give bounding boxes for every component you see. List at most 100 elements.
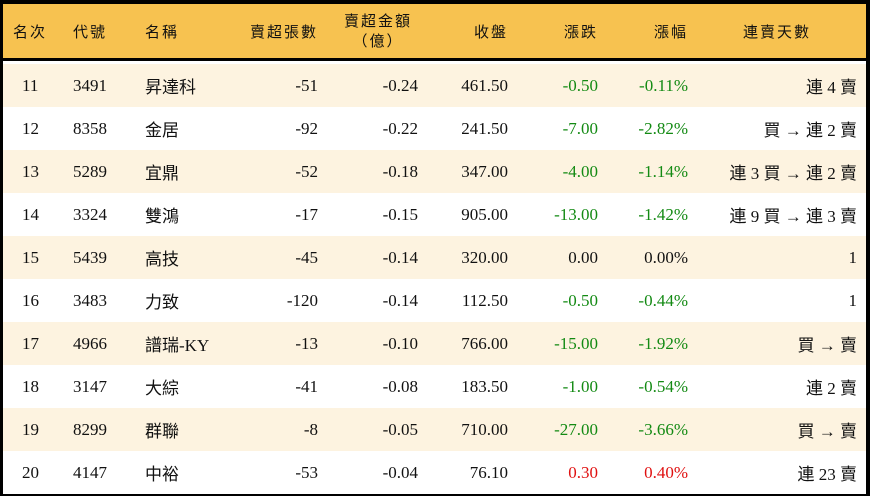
cell-pct: -0.11% <box>639 75 688 95</box>
cell-shares: -52 <box>295 161 318 181</box>
cell-name: 高技 <box>145 250 179 269</box>
cell-change: -0.50 <box>562 75 598 95</box>
cell-change: -0.50 <box>562 290 598 310</box>
cell-rank: 11 <box>22 75 39 95</box>
cell-rank: 14 <box>22 204 39 224</box>
cell-close: 183.50 <box>461 376 508 396</box>
cell-change: -15.00 <box>554 333 598 353</box>
header-pct[interactable]: 漲幅 <box>653 22 688 41</box>
cell-amount: -0.10 <box>382 333 418 353</box>
table-row[interactable]: 16 3483 力致 -120 -0.14 112.50 -0.50 -0.44% 1 <box>3 279 866 322</box>
table-row[interactable]: 19 8299 群聯 -8 -0.05 710.00 -27.00 -3.66% 買 → 賣 <box>3 408 866 451</box>
cell-streak: 連 4 賣 <box>806 78 857 97</box>
header-rank[interactable]: 名次 <box>13 22 48 41</box>
table-row[interactable]: 11 3491 昇達科 -51 -0.24 461.50 -0.50 -0.11% 連 4 賣 <box>3 64 866 107</box>
cell-streak: 連 2 賣 <box>806 379 857 398</box>
cell-amount: -0.22 <box>382 118 418 138</box>
table-row[interactable]: 12 8358 金居 -92 -0.22 241.50 -7.00 -2.82% 買 → 連 2… <box>3 107 866 150</box>
cell-amount: -0.18 <box>382 161 418 181</box>
cell-streak: 買 → 賣 <box>797 422 858 441</box>
cell-rank: 12 <box>22 118 39 138</box>
cell-pct: -2.82% <box>638 118 688 138</box>
table-header: 名次 代號 名稱 賣超張數 賣超金額 （億） 收盤 漲跌 漲幅 連賣天數 <box>3 4 866 61</box>
cell-pct: -1.14% <box>638 161 688 181</box>
cell-name: 雙鴻 <box>145 207 179 226</box>
cell-name: 昇達科 <box>145 78 196 97</box>
cell-close: 905.00 <box>461 204 508 224</box>
cell-rank: 20 <box>22 462 39 482</box>
cell-close: 241.50 <box>461 118 508 138</box>
cell-code: 3324 <box>73 204 107 224</box>
cell-amount: -0.24 <box>382 75 418 95</box>
cell-pct: -0.44% <box>638 290 688 310</box>
cell-shares: -120 <box>286 290 318 310</box>
cell-shares: -17 <box>295 204 318 224</box>
cell-name: 力致 <box>145 293 179 312</box>
cell-streak: 買 → 連 2 賣 <box>763 121 858 140</box>
cell-change: -27.00 <box>554 419 598 439</box>
cell-code: 3147 <box>73 376 107 396</box>
header-close[interactable]: 收盤 <box>473 22 508 41</box>
cell-streak: 1 <box>848 290 858 310</box>
cell-change: -4.00 <box>562 161 598 181</box>
cell-code: 8358 <box>73 118 107 138</box>
table-row[interactable]: 15 5439 高技 -45 -0.14 320.00 0.00 0.00% 1 <box>3 236 866 279</box>
cell-close: 347.00 <box>461 161 508 181</box>
cell-close: 766.00 <box>461 333 508 353</box>
cell-amount: -0.05 <box>382 419 418 439</box>
cell-code: 4966 <box>73 333 107 353</box>
cell-amount: -0.04 <box>382 462 418 482</box>
table-row[interactable]: 14 3324 雙鴻 -17 -0.15 905.00 -13.00 -1.42% 連 9 買 … <box>3 193 866 236</box>
cell-name: 譜瑞-KY <box>145 336 210 355</box>
cell-close: 112.50 <box>461 290 508 310</box>
cell-streak: 連 23 賣 <box>797 465 858 484</box>
cell-amount: -0.15 <box>382 204 418 224</box>
header-sell-shares[interactable]: 賣超張數 <box>249 22 318 41</box>
cell-close: 76.10 <box>469 462 508 482</box>
cell-code: 8299 <box>73 419 107 439</box>
cell-shares: -8 <box>303 419 318 439</box>
cell-streak: 1 <box>848 247 858 267</box>
header-change[interactable]: 漲跌 <box>563 22 598 41</box>
header-sell-amount-label: 賣超金額 <box>343 12 412 30</box>
cell-close: 320.00 <box>461 247 508 267</box>
cell-pct: 0.00% <box>644 247 688 267</box>
header-sell-amount-unit: （億） <box>352 32 404 50</box>
cell-shares: -45 <box>295 247 318 267</box>
header-sell-amount[interactable]: 賣超金額 （億） <box>335 4 421 58</box>
header-streak[interactable]: 連賣天數 <box>743 22 812 41</box>
table-row[interactable]: 13 5289 宜鼎 -52 -0.18 347.00 -4.00 -1.14% 連 3 買 →… <box>3 150 866 193</box>
cell-close: 710.00 <box>461 419 508 439</box>
cell-rank: 15 <box>22 247 39 267</box>
cell-rank: 16 <box>22 290 39 310</box>
cell-streak: 買 → 賣 <box>797 336 858 355</box>
cell-streak: 連 3 買 → 連 2 賣 <box>729 164 858 183</box>
cell-amount: -0.08 <box>382 376 418 396</box>
cell-shares: -41 <box>295 376 318 396</box>
cell-change: -1.00 <box>562 376 598 396</box>
cell-rank: 19 <box>22 419 39 439</box>
cell-pct: -1.42% <box>638 204 688 224</box>
cell-change: -7.00 <box>562 118 598 138</box>
cell-rank: 17 <box>22 333 39 353</box>
header-name[interactable]: 名稱 <box>145 22 180 41</box>
table-row[interactable]: 18 3147 大綜 -41 -0.08 183.50 -1.00 -0.54% 連 2 賣 <box>3 365 866 408</box>
cell-pct: -3.66% <box>638 419 688 439</box>
cell-close: 461.50 <box>461 75 508 95</box>
cell-name: 大綜 <box>145 379 179 398</box>
table-row[interactable]: 17 4966 譜瑞-KY -13 -0.10 766.00 -15.00 -1.92% 買 →… <box>3 322 866 365</box>
cell-code: 5439 <box>73 247 107 267</box>
cell-name: 金居 <box>145 121 179 140</box>
cell-change: -13.00 <box>554 204 598 224</box>
table-row[interactable]: 20 4147 中裕 -53 -0.04 76.10 0.30 0.40% 連 23 賣 <box>3 451 866 494</box>
header-code[interactable]: 代號 <box>73 22 108 41</box>
cell-amount: -0.14 <box>382 247 418 267</box>
cell-shares: -13 <box>295 333 318 353</box>
cell-change: 0.30 <box>568 462 598 482</box>
cell-amount: -0.14 <box>382 290 418 310</box>
cell-shares: -53 <box>295 462 318 482</box>
cell-pct: 0.40% <box>644 462 688 482</box>
cell-pct: -0.54% <box>638 376 688 396</box>
cell-streak: 連 9 買 → 連 3 賣 <box>729 207 858 226</box>
